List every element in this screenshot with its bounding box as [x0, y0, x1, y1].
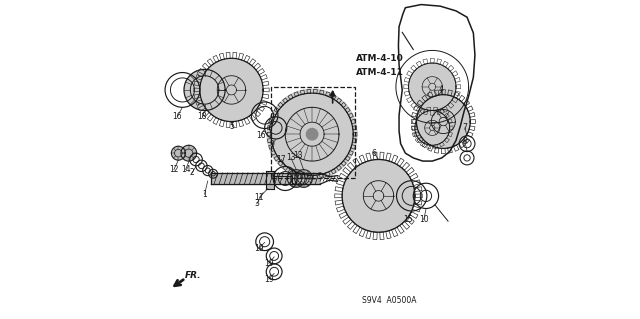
Circle shape — [294, 170, 312, 187]
Text: 19: 19 — [255, 243, 264, 253]
Text: 14: 14 — [180, 165, 191, 174]
Text: 16: 16 — [256, 131, 266, 140]
Text: 2: 2 — [189, 168, 195, 177]
Text: 7: 7 — [462, 123, 467, 132]
Text: 9: 9 — [269, 140, 275, 149]
Text: ATM-4-11: ATM-4-11 — [356, 68, 404, 77]
Text: 15: 15 — [403, 215, 413, 224]
Circle shape — [307, 129, 318, 140]
Text: 11: 11 — [255, 193, 264, 202]
Circle shape — [184, 69, 225, 110]
Text: 13: 13 — [286, 153, 296, 162]
Text: 1: 1 — [202, 190, 207, 199]
Text: 4: 4 — [438, 85, 444, 94]
Text: 10: 10 — [419, 215, 429, 224]
Circle shape — [417, 95, 470, 148]
Text: 3: 3 — [254, 199, 259, 208]
Bar — [274, 176, 292, 184]
Text: S9V4  A0500A: S9V4 A0500A — [362, 296, 417, 305]
Bar — [266, 171, 274, 189]
Text: 17: 17 — [276, 155, 286, 164]
Text: FR.: FR. — [185, 271, 201, 280]
Circle shape — [342, 160, 415, 232]
Circle shape — [415, 110, 450, 145]
Text: 12: 12 — [169, 165, 179, 174]
Text: 19: 19 — [264, 259, 273, 268]
Circle shape — [408, 63, 456, 110]
Bar — [211, 173, 320, 184]
Text: 18: 18 — [198, 112, 207, 121]
Circle shape — [267, 89, 357, 179]
Circle shape — [200, 58, 263, 122]
Text: 5: 5 — [230, 122, 234, 131]
Circle shape — [181, 145, 196, 161]
Text: 19: 19 — [264, 275, 273, 284]
Text: 6: 6 — [372, 149, 377, 158]
Text: 16: 16 — [172, 112, 182, 121]
Text: 8: 8 — [463, 137, 467, 146]
Text: 13: 13 — [294, 151, 303, 160]
Circle shape — [287, 170, 305, 187]
Text: ATM-4-10: ATM-4-10 — [356, 54, 404, 63]
Circle shape — [172, 146, 186, 160]
